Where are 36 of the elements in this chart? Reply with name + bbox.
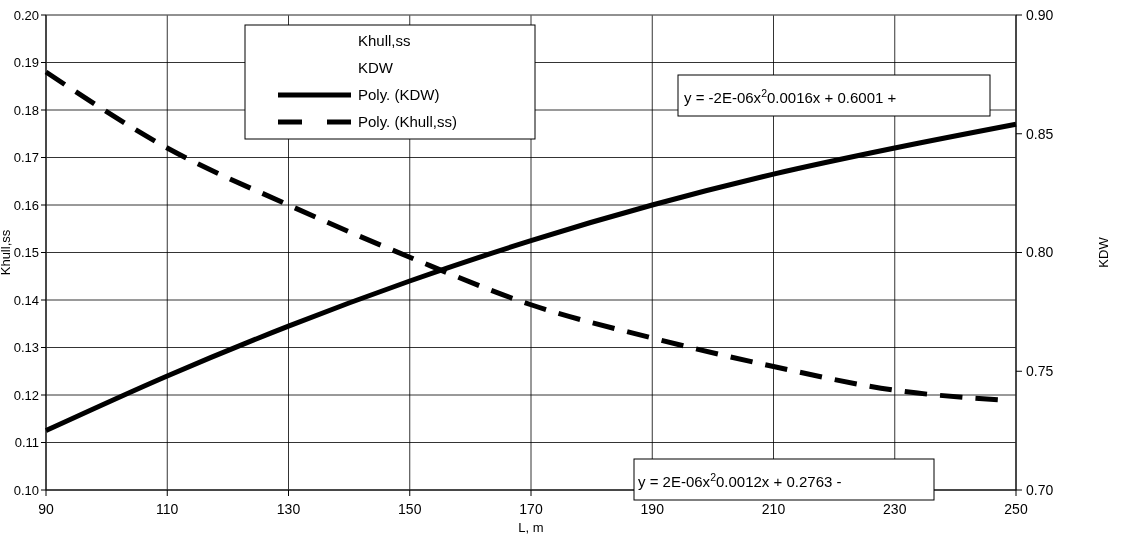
equation-box: y = -2E-06x$^{2}$0.0016x + 0.6001 +: [677, 74, 991, 117]
legend-label: Poly. (Khull,ss): [358, 113, 457, 131]
legend-label: Poly. (KDW): [358, 86, 440, 104]
y-tick-label: 0.20: [13, 7, 39, 23]
annotation: y = 2E-06x$^{2}$0.0012x + 0.2763 -: [638, 471, 842, 490]
x-tick-label: 210: [761, 501, 786, 517]
y-tick-label: 0.17: [13, 150, 39, 166]
x-tick-label: 90: [38, 501, 54, 517]
y-tick-label: 0.14: [13, 292, 39, 308]
y-axis-title: Khull,ss: [0, 229, 13, 276]
x-tick-label: 110: [156, 501, 179, 517]
y2-tick-label: 0.90: [1026, 6, 1054, 23]
equation-box: y = 2E-06x$^{2}$0.0012x + 0.2763 -: [633, 458, 935, 501]
y-tick-label: 0.15: [13, 245, 39, 261]
annotation: y = -2E-06x$^{2}$0.0016x + 0.6001 +: [684, 87, 897, 106]
y-tick-label: 0.11: [14, 435, 39, 451]
x-tick-label: 130: [276, 501, 301, 517]
y-tick-label: 0.16: [13, 197, 39, 213]
y2-tick-label: 0.70: [1026, 481, 1054, 498]
legend-title: Khull,ss: [358, 32, 411, 50]
y-tick-label: 0.18: [13, 102, 39, 118]
y-tick-label: 0.12: [13, 387, 39, 403]
x-tick-label: 230: [883, 501, 907, 517]
y-tick-label: 0.13: [13, 340, 39, 356]
y2-tick-label: 0.75: [1026, 363, 1054, 380]
y2-tick-label: 0.80: [1026, 244, 1054, 261]
x-axis-title: L, m: [518, 520, 544, 535]
x-tick-label: 170: [519, 501, 543, 517]
x-tick-label: 250: [1004, 501, 1028, 517]
x-tick-label: 190: [640, 501, 665, 517]
y2-axis-title: KDW: [1096, 236, 1111, 268]
y2-tick-label: 0.85: [1026, 125, 1054, 142]
annotation: KDW: [358, 59, 394, 77]
y-tick-label: 0.10: [13, 482, 39, 498]
x-tick-label: 150: [398, 501, 422, 517]
y-tick-label: 0.19: [13, 55, 39, 71]
